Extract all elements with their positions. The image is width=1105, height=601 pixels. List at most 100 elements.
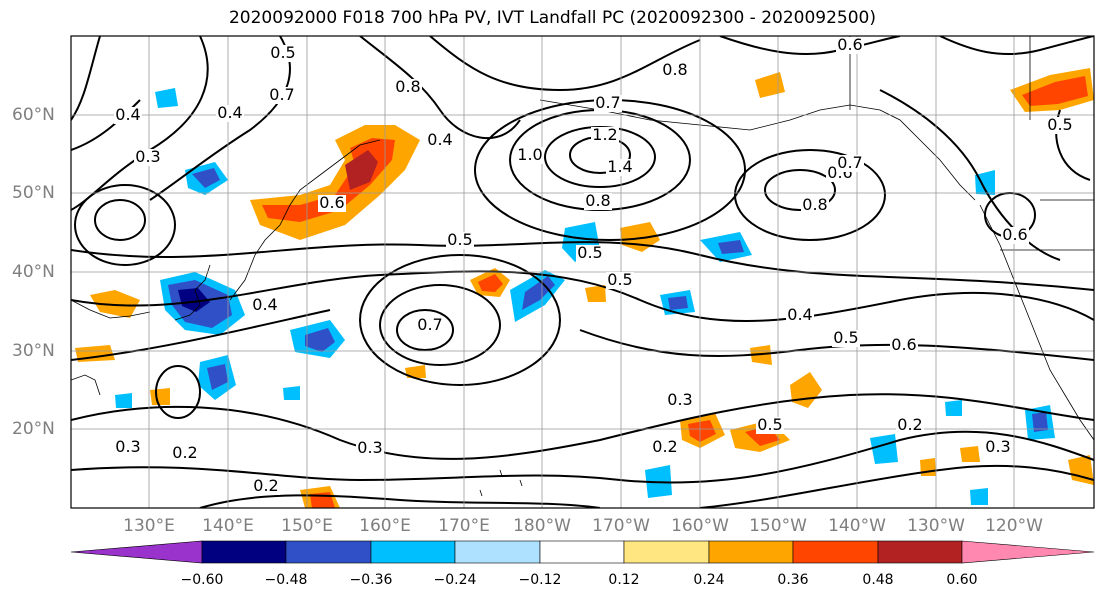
contour-label-background — [114, 439, 142, 456]
contour-label-background — [606, 159, 634, 176]
colorbar-segment — [623, 540, 710, 564]
colorbar-label: −0.24 — [433, 572, 477, 588]
pv-negative-shading — [115, 88, 1055, 505]
colorbar — [70, 540, 1095, 564]
contour-label-background — [516, 147, 544, 164]
contour-label: 0.7 — [269, 85, 294, 104]
contour-label: 0.6 — [1002, 225, 1027, 244]
contour-label-background — [606, 272, 634, 289]
contour-label-background — [134, 149, 162, 166]
contour-label: 0.5 — [757, 415, 782, 434]
contour-label-background — [984, 439, 1012, 456]
lon-label-170w: 170°W — [592, 516, 650, 536]
contour-label: 0.5 — [577, 243, 602, 262]
colorbar-segment — [877, 540, 963, 564]
map-frame — [70, 35, 1095, 509]
colorbar-segment — [961, 540, 1095, 564]
contour-label: 0.3 — [985, 437, 1010, 456]
contour-label-background — [890, 337, 918, 354]
lon-label-130e: 130°E — [123, 516, 175, 536]
contour-label-background — [756, 417, 784, 434]
coastlines — [71, 36, 1094, 497]
contour-label-background — [268, 87, 296, 104]
contour-label-background — [594, 95, 622, 112]
lat-label-40n: 40°N — [12, 262, 55, 282]
lat-label-20n: 20°N — [12, 419, 55, 439]
contour-label-background — [836, 155, 864, 172]
colorbar-label: 0.12 — [608, 572, 640, 588]
colorbar-label: −0.36 — [349, 572, 393, 588]
colorbar-segment — [792, 540, 879, 564]
contour-label-background — [836, 37, 864, 54]
lat-label-30n: 30°N — [12, 341, 55, 361]
colorbar-segment — [70, 540, 203, 564]
lon-label-160w: 160°W — [671, 516, 729, 536]
contour-label: 0.5 — [447, 230, 472, 249]
colorbar-label: −0.48 — [264, 572, 308, 588]
contour-label: 0.8 — [802, 195, 827, 214]
contour-label: 0.2 — [652, 437, 677, 456]
contour-label: 0.3 — [357, 438, 382, 457]
contour-label: 0.4 — [427, 130, 452, 149]
contour-label: 0.7 — [837, 153, 862, 172]
contour-label-background — [666, 392, 694, 409]
contour-label-background — [171, 445, 199, 462]
lat-label-50n: 50°N — [12, 183, 55, 203]
contour-label: 0.4 — [115, 105, 140, 124]
contour-label-background — [114, 107, 142, 124]
contour-label: 0.4 — [217, 103, 242, 122]
lon-label-180w: 180°W — [513, 516, 571, 536]
colorbar-segment — [454, 540, 541, 564]
contour-label: 0.6 — [319, 193, 344, 212]
contour-label-background — [832, 330, 860, 347]
map-title: 2020092000 F018 700 hPa PV, IVT Landfall… — [228, 8, 876, 28]
contour-label-background — [426, 132, 454, 149]
contour-label-background — [801, 197, 829, 214]
colorbar-segment — [539, 540, 625, 564]
contour-label-background — [584, 193, 612, 210]
contour-label: 0.8 — [585, 191, 610, 210]
contour-label-background — [251, 297, 279, 314]
colorbar-label: −0.12 — [518, 572, 562, 588]
contour-label: 0.8 — [395, 77, 420, 96]
lon-label-120w: 120°W — [985, 516, 1043, 536]
lon-label-140e: 140°E — [202, 516, 254, 536]
contour-label: 0.3 — [115, 437, 140, 456]
contour-label-background — [896, 417, 924, 434]
lon-label-160e: 160°E — [359, 516, 411, 536]
colorbar-label: 0.48 — [862, 572, 894, 588]
contour-label-background — [416, 317, 444, 334]
contour-label-background — [591, 127, 619, 144]
contour-label-background — [269, 45, 297, 62]
lon-label-150w: 150°W — [749, 516, 807, 536]
contour-label-background — [252, 478, 280, 495]
contour-label: 0.4 — [787, 305, 812, 324]
lon-label-140w: 140°W — [828, 516, 886, 536]
contour-label: 0.3 — [667, 390, 692, 409]
colorbar-label: 0.36 — [777, 572, 809, 588]
contour-label: 0.3 — [135, 147, 160, 166]
contour-label-background — [576, 245, 604, 262]
lon-label-130w: 130°W — [907, 516, 965, 536]
contour-label: 0.6 — [837, 35, 862, 54]
lon-label-150e: 150°E — [281, 516, 333, 536]
colorbar-label: −0.60 — [180, 572, 224, 588]
contour-label: 0.2 — [253, 476, 278, 495]
contour-label: 1.4 — [607, 157, 632, 176]
lon-label-170e: 170°E — [438, 516, 490, 536]
contour-label: 0.5 — [833, 328, 858, 347]
contour-label-background — [1046, 117, 1074, 134]
colorbar-segment — [708, 540, 794, 564]
contour-label: 0.2 — [897, 415, 922, 434]
contour-label: 0.4 — [252, 295, 277, 314]
contour-label: 0.5 — [270, 43, 295, 62]
contour-label: 0.8 — [662, 60, 687, 79]
contour-label: 0.2 — [172, 443, 197, 462]
contour-label: 0.6 — [891, 335, 916, 354]
contour-labels: 0.5 0.4 0.3 0.7 0.8 0.7 0.8 0.6 0.4 1.0 1.2 1.4 0.8 0… — [114, 35, 1074, 495]
colorbar-segment — [201, 540, 287, 564]
colorbar-label: 0.24 — [693, 572, 725, 588]
contour-label-background — [651, 439, 679, 456]
contour-label-background — [661, 62, 689, 79]
